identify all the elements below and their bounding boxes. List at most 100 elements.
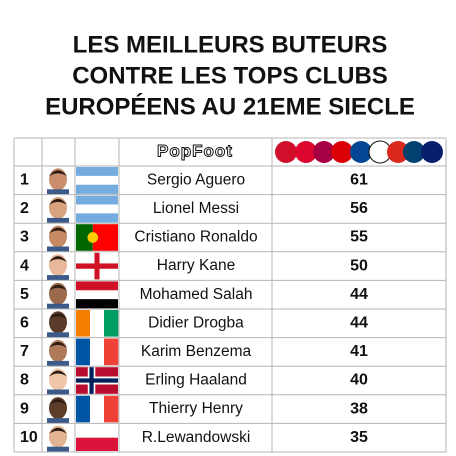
player-photo [47,282,69,309]
rank: 1 [20,172,29,189]
shirt [47,332,69,338]
flag-stripe [76,175,118,186]
flag-stripe [104,310,119,337]
player-photo [47,397,69,424]
flag-stripe [76,299,118,309]
logo: PopFoot [157,141,233,160]
shirt [47,275,69,281]
title-line: LES MEILLEURS BUTEURS [73,31,388,58]
flag-stripe [104,395,119,423]
flag-stripe [76,204,118,214]
flag-cross [94,252,100,280]
goals: 35 [350,429,368,446]
flag-stripe [104,338,119,366]
shirt [47,418,69,424]
flag-stripe [76,395,91,423]
goals: 61 [350,172,368,189]
title-line: CONTRE LES TOPS CLUBS [72,62,388,89]
flag-cross [76,378,118,383]
player-name: Didier Drogba [148,314,244,331]
player-name: Cristiano Ronaldo [134,229,257,246]
flag [76,367,118,394]
flag [76,195,118,223]
goals: 44 [350,286,368,303]
title-line: EUROPÉENS AU 21EME SIECLE [45,92,415,120]
flag-stripe [76,310,91,337]
rank: 7 [20,343,29,360]
hair [49,284,67,291]
goals: 41 [350,343,368,360]
player-name: Mohamed Salah [140,286,253,303]
player-name: Harry Kane [157,257,235,274]
flag [76,395,119,423]
player-photo [47,368,69,395]
player-photo [47,196,69,223]
flag [76,224,118,251]
flag-stripe [76,184,118,194]
shirt [47,303,69,309]
goals: 40 [350,372,368,389]
player-photo [47,225,69,252]
goals: 38 [350,400,368,417]
flag [76,424,118,451]
rank: 10 [20,429,38,446]
player-photo [47,311,69,338]
hair [49,256,67,263]
player-photo [47,425,69,452]
rank: 9 [20,400,29,417]
shirt [47,217,69,223]
player-name: Thierry Henry [149,400,243,417]
flag-stripe [76,281,118,291]
flag-cross [89,367,94,394]
player-photo [47,254,69,281]
player-name: Sergio Aguero [147,171,245,188]
flag [76,338,119,366]
flag [76,281,118,309]
flag-stripe [90,310,105,337]
hair [49,427,67,434]
hair [49,198,67,205]
rank: 6 [20,315,29,332]
flag-stripe [76,437,118,451]
rank: 8 [20,372,29,389]
goals: 55 [350,229,368,246]
flag-stripe [76,338,91,366]
shirt [47,446,69,452]
flag [76,310,119,337]
shirt [47,246,69,252]
hair [49,370,67,377]
hair [49,313,67,320]
player-name: Erling Haaland [145,372,247,389]
flag-stripe [76,167,118,177]
flag-stripe [90,338,105,366]
hair [49,399,67,406]
shirt [47,360,69,366]
hair [49,341,67,348]
player-name: Lionel Messi [153,200,239,217]
hair [49,170,67,177]
flag-stripe [76,424,118,438]
player-photo [47,339,69,366]
rank: 2 [20,200,29,217]
shirt [47,189,69,195]
flag-stripe [76,213,118,223]
club-logos [275,140,443,164]
goals: 50 [350,257,368,274]
flag-emblem [87,232,99,243]
flag-stripe [90,395,105,423]
player-photo [47,168,69,195]
player-name: R.Lewandowski [142,429,251,446]
flag-stripe [76,195,118,205]
flag-stripe [76,290,118,300]
player-name: Karim Benzema [141,343,252,360]
hair [49,227,67,234]
goals: 44 [350,315,368,332]
shirt [47,389,69,395]
flag [76,252,118,280]
goals: 56 [350,200,368,217]
flag-stripe [76,224,93,251]
rank: 5 [20,286,29,303]
rank: 4 [20,257,29,274]
rank: 3 [20,229,29,246]
